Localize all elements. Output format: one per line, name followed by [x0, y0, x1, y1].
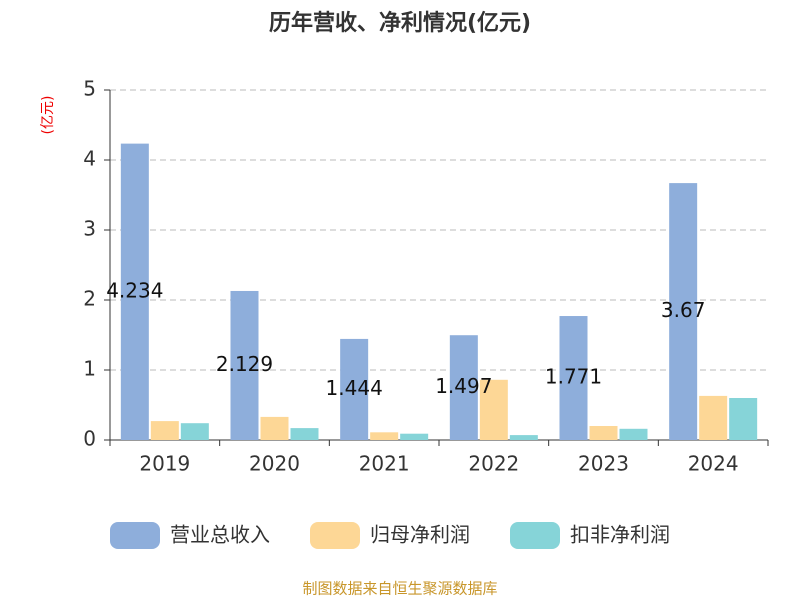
legend-label[interactable]: 归母净利润 [370, 523, 470, 547]
legend-label[interactable]: 营业总收入 [170, 523, 270, 547]
legend-swatch[interactable] [110, 522, 160, 549]
bar [370, 432, 399, 440]
bar [150, 421, 179, 440]
y-tick-label: 4 [83, 147, 96, 171]
bar [729, 398, 758, 440]
bar [340, 338, 369, 440]
bar [589, 426, 618, 440]
x-tick-label: 2019 [139, 452, 190, 476]
y-tick-label: 2 [83, 287, 96, 311]
legend-label[interactable]: 扣非净利润 [570, 523, 670, 547]
bar [619, 428, 648, 440]
bar [669, 183, 698, 440]
y-tick-label: 1 [83, 357, 96, 381]
x-tick-label: 2020 [249, 452, 300, 476]
bar [120, 143, 149, 440]
chart-title: 历年营收、净利情况(亿元) [269, 10, 531, 36]
bar [449, 335, 478, 440]
bar [290, 428, 319, 440]
x-tick-label: 2024 [688, 452, 739, 476]
bar [400, 433, 429, 440]
bar [180, 423, 209, 440]
data-label: 3.67 [661, 298, 706, 322]
bar [699, 395, 728, 440]
data-label: 2.129 [216, 352, 273, 376]
y-tick-label: 0 [83, 427, 96, 451]
bar [230, 290, 259, 440]
bar [479, 379, 508, 440]
x-tick-label: 2021 [359, 452, 410, 476]
y-tick-label: 5 [83, 77, 96, 101]
data-label: 1.497 [435, 374, 492, 398]
x-tick-label: 2022 [468, 452, 519, 476]
bar [559, 316, 588, 440]
y-axis-label: (亿元) [40, 96, 56, 135]
data-label: 1.444 [326, 376, 383, 400]
data-label: 1.771 [545, 365, 602, 389]
legend-swatch[interactable] [510, 522, 560, 549]
x-tick-label: 2023 [578, 452, 629, 476]
bar [509, 435, 538, 440]
bar [260, 416, 289, 440]
source-note: 制图数据来自恒生聚源数据库 [302, 580, 497, 598]
y-tick-label: 3 [83, 217, 96, 241]
data-label: 4.234 [106, 278, 163, 302]
legend-swatch[interactable] [310, 522, 360, 549]
